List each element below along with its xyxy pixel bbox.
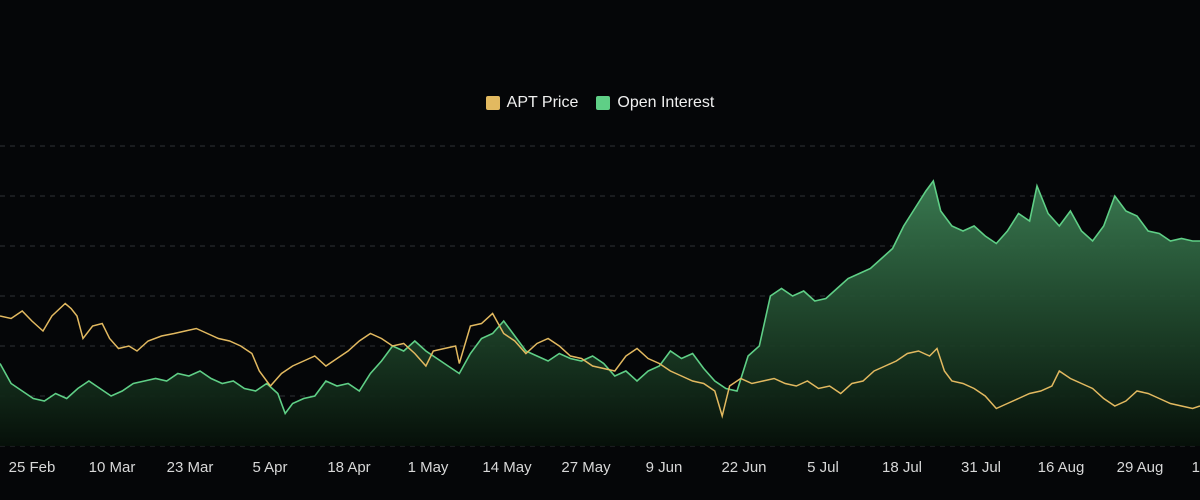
legend-item-price[interactable]: APT Price bbox=[485, 94, 579, 112]
x-tick-label: 5 Jul bbox=[807, 459, 839, 476]
x-axis-ticks: 25 Feb 10 Mar 23 Mar 5 Apr 18 Apr 1 May 14 May… bbox=[9, 459, 1200, 476]
open-interest-line bbox=[0, 179, 1200, 416]
x-tick-label: 18 Apr bbox=[327, 459, 370, 476]
x-tick-label: 10 Mar bbox=[89, 459, 136, 476]
x-tick-label: 18 Jul bbox=[882, 459, 922, 476]
x-tick-label: 27 May bbox=[561, 459, 611, 476]
x-tick-label: 16 Aug bbox=[1038, 459, 1085, 476]
x-tick-label: 1 bbox=[1192, 459, 1200, 476]
legend-label-open-interest: Open Interest bbox=[617, 94, 715, 111]
apt-price-line bbox=[0, 302, 1200, 419]
legend-label-price: APT Price bbox=[506, 94, 579, 111]
x-tick-label: 25 Feb bbox=[9, 459, 56, 476]
x-tick-label: 29 Aug bbox=[1117, 459, 1164, 476]
price-swatch bbox=[485, 96, 500, 110]
open-interest-area bbox=[0, 181, 1200, 446]
x-tick-label: 9 Jun bbox=[646, 459, 683, 476]
open-interest-swatch bbox=[596, 96, 611, 110]
x-tick-label: 14 May bbox=[482, 459, 532, 476]
x-tick-label: 1 May bbox=[408, 459, 449, 476]
x-tick-label: 22 Jun bbox=[721, 459, 766, 476]
x-tick-label: 23 Mar bbox=[167, 459, 214, 476]
x-tick-label: 31 Jul bbox=[961, 459, 1001, 476]
legend-item-open-interest[interactable]: Open Interest bbox=[596, 94, 714, 112]
legend: APT Price Open Interest bbox=[0, 94, 1200, 112]
x-tick-label: 5 Apr bbox=[252, 459, 287, 476]
